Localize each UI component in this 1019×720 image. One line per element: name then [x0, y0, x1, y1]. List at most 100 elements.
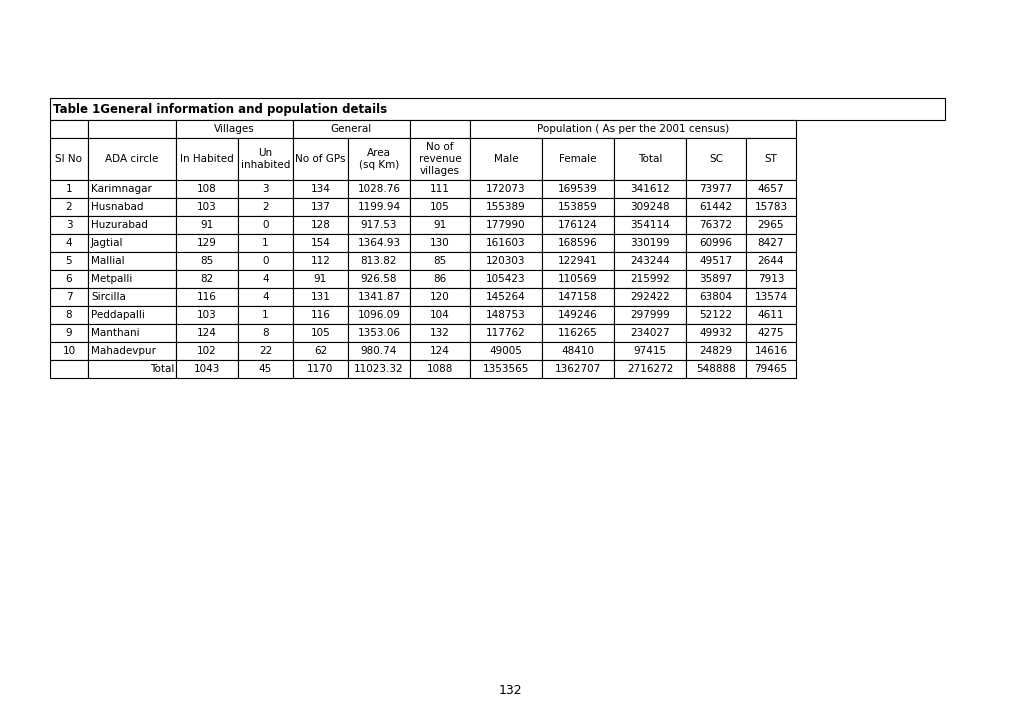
Bar	[541, 288, 613, 306]
Bar	[50, 288, 88, 306]
Bar	[88, 234, 176, 252]
Text: 215992: 215992	[630, 274, 669, 284]
Bar	[347, 252, 410, 270]
Text: Manthani: Manthani	[91, 328, 140, 338]
Text: 2: 2	[262, 202, 269, 212]
Text: Villages: Villages	[214, 124, 255, 134]
Bar	[745, 198, 795, 216]
Text: 131: 131	[310, 292, 330, 302]
Text: 103: 103	[197, 202, 217, 212]
Bar	[613, 234, 686, 252]
Bar	[347, 138, 410, 180]
Text: 155389: 155389	[486, 202, 526, 212]
Bar	[347, 234, 410, 252]
Bar	[470, 288, 541, 306]
Bar	[613, 198, 686, 216]
Bar	[347, 198, 410, 216]
Bar	[613, 216, 686, 234]
Text: 2: 2	[65, 202, 72, 212]
Bar	[470, 342, 541, 360]
Bar	[410, 216, 470, 234]
Text: 354114: 354114	[630, 220, 669, 230]
Text: 9: 9	[65, 328, 72, 338]
Text: 169539: 169539	[557, 184, 597, 194]
Bar	[292, 180, 347, 198]
Bar	[470, 216, 541, 234]
Text: 4: 4	[65, 238, 72, 248]
Bar	[686, 306, 745, 324]
Text: 234027: 234027	[630, 328, 669, 338]
Text: 45: 45	[259, 364, 272, 374]
Bar	[541, 252, 613, 270]
Text: 76372: 76372	[699, 220, 732, 230]
Bar	[292, 270, 347, 288]
Bar	[50, 198, 88, 216]
Bar	[292, 324, 347, 342]
Bar	[410, 252, 470, 270]
Text: 3: 3	[65, 220, 72, 230]
Bar	[470, 324, 541, 342]
Text: 7: 7	[65, 292, 72, 302]
Text: 341612: 341612	[630, 184, 669, 194]
Bar	[686, 342, 745, 360]
Text: 60996: 60996	[699, 238, 732, 248]
Bar	[176, 234, 237, 252]
Bar	[541, 216, 613, 234]
Text: 137: 137	[310, 202, 330, 212]
Bar	[541, 342, 613, 360]
Bar	[470, 306, 541, 324]
Text: 1170: 1170	[307, 364, 333, 374]
Bar	[50, 216, 88, 234]
Bar	[237, 252, 292, 270]
Bar	[88, 342, 176, 360]
Bar	[88, 138, 176, 180]
Bar	[686, 270, 745, 288]
Text: 105: 105	[311, 328, 330, 338]
Bar	[470, 198, 541, 216]
Text: 120303: 120303	[486, 256, 525, 266]
Text: 330199: 330199	[630, 238, 669, 248]
Bar	[176, 288, 237, 306]
Text: 110569: 110569	[557, 274, 597, 284]
Text: Female: Female	[558, 154, 596, 164]
Text: Husnabad: Husnabad	[91, 202, 144, 212]
Text: 24829: 24829	[699, 346, 732, 356]
Text: 1: 1	[262, 238, 269, 248]
Bar	[176, 306, 237, 324]
Bar	[88, 288, 176, 306]
Text: 1364.93: 1364.93	[357, 238, 400, 248]
Bar	[541, 270, 613, 288]
Text: 1341.87: 1341.87	[357, 292, 400, 302]
Bar	[410, 360, 470, 378]
Bar	[347, 306, 410, 324]
Text: Metpalli: Metpalli	[91, 274, 132, 284]
Text: Jagtial: Jagtial	[91, 238, 123, 248]
Text: 86: 86	[433, 274, 446, 284]
Bar	[410, 342, 470, 360]
Text: 10: 10	[62, 346, 75, 356]
Bar	[686, 288, 745, 306]
Text: 134: 134	[310, 184, 330, 194]
Bar	[237, 180, 292, 198]
Text: 116265: 116265	[557, 328, 597, 338]
Text: 14616: 14616	[754, 346, 787, 356]
Bar	[237, 324, 292, 342]
Bar	[745, 138, 795, 180]
Text: 4: 4	[262, 292, 269, 302]
Bar	[686, 198, 745, 216]
Bar	[50, 342, 88, 360]
Bar	[745, 270, 795, 288]
Bar	[541, 234, 613, 252]
Bar	[176, 138, 237, 180]
Bar	[292, 306, 347, 324]
Text: 309248: 309248	[630, 202, 669, 212]
Bar	[88, 120, 176, 138]
Bar	[347, 324, 410, 342]
Bar	[745, 324, 795, 342]
Bar	[745, 252, 795, 270]
Text: 154: 154	[310, 238, 330, 248]
Bar	[613, 252, 686, 270]
Text: Huzurabad: Huzurabad	[91, 220, 148, 230]
Bar	[613, 342, 686, 360]
Text: 1353565: 1353565	[482, 364, 529, 374]
